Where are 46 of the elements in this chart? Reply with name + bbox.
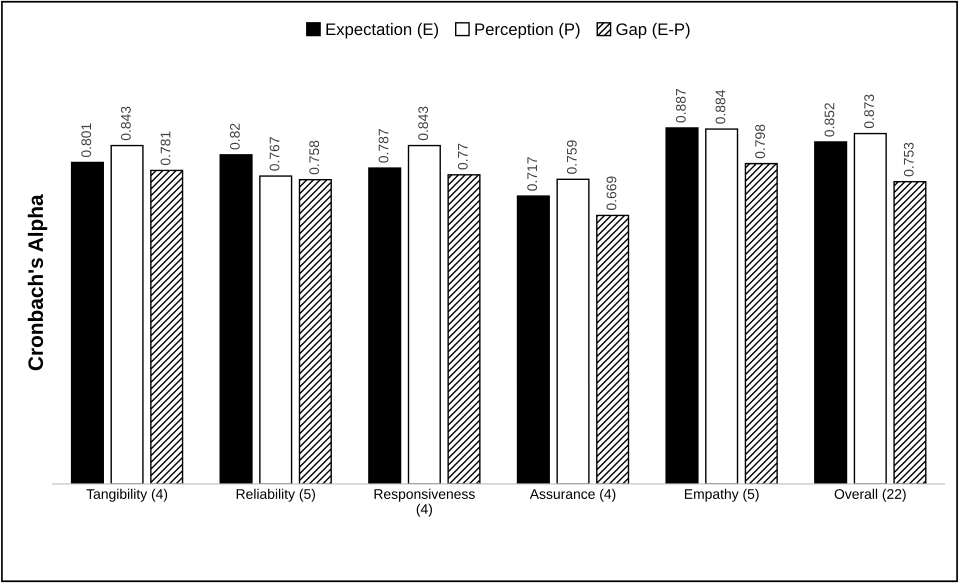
x-tick-label: Tangibility (4)	[86, 488, 168, 502]
bar	[556, 178, 590, 484]
y-axis-title: Cronbach's Alpha	[28, 194, 48, 370]
data-label: 0.767	[270, 137, 280, 171]
bar	[596, 214, 630, 484]
data-label: 0.801	[81, 124, 92, 158]
bar	[408, 144, 441, 484]
bar	[298, 178, 332, 484]
bar	[744, 162, 778, 484]
x-tick-label: Empathy (5)	[684, 488, 759, 502]
bar	[150, 170, 184, 484]
data-label: 0.82	[230, 124, 240, 150]
data-label: 0.753	[904, 142, 914, 176]
legend-label: Gap (E-P)	[616, 22, 690, 38]
x-tick-label: Responsiveness (4)	[374, 488, 475, 517]
data-label: 0.781	[160, 132, 170, 166]
data-label: 0.873	[864, 94, 874, 128]
bar	[516, 195, 550, 484]
bar	[705, 128, 738, 484]
bar	[893, 180, 926, 484]
data-label: 0.843	[120, 106, 131, 140]
data-label: 0.787	[378, 129, 388, 163]
bar	[110, 144, 144, 484]
x-tick-label: Reliability (5)	[236, 488, 315, 502]
bar	[814, 141, 848, 484]
legend-label: Expectation (E)	[326, 22, 438, 38]
data-label: 0.887	[676, 89, 686, 123]
bar	[220, 154, 253, 484]
x-tick-label: Overall (22)	[834, 488, 906, 502]
bar	[368, 167, 402, 484]
bar	[854, 132, 887, 484]
data-label: 0.798	[755, 124, 766, 158]
legend-label: Perception (P)	[475, 22, 580, 38]
data-label: 0.758	[309, 140, 320, 174]
data-label: 0.884	[716, 90, 726, 124]
data-label: 0.852	[824, 103, 834, 137]
bar	[447, 174, 481, 484]
data-label: 0.843	[418, 106, 428, 140]
data-label: 0.77	[458, 144, 468, 170]
bar	[70, 162, 104, 484]
bar	[665, 127, 699, 484]
bar	[259, 175, 292, 484]
data-label: 0.669	[606, 176, 616, 210]
data-label: 0.759	[566, 140, 577, 174]
data-label: 0.717	[527, 157, 538, 191]
x-tick-label: Assurance (4)	[530, 488, 616, 502]
